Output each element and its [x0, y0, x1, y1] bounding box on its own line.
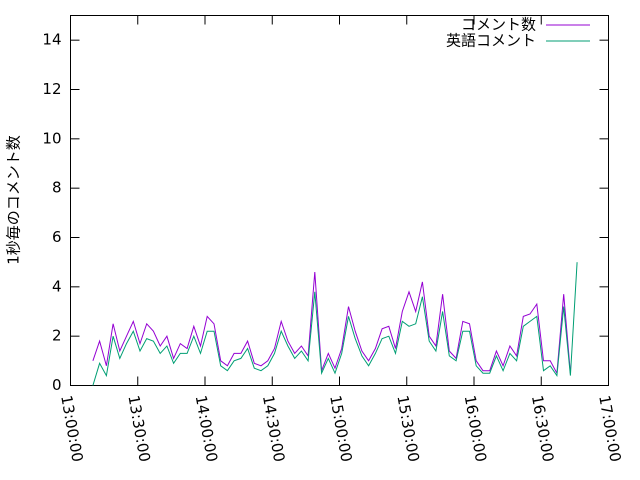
x-tick-label: 15:30:00	[393, 394, 422, 463]
y-tick-label: 0	[52, 376, 62, 394]
series-line	[92, 262, 578, 386]
y-axis-label: 1秒毎のコメント数	[5, 135, 23, 265]
x-tick-label: 17:00:00	[595, 394, 624, 463]
y-tick-label: 14	[42, 31, 61, 49]
legend-label: 英語コメント	[446, 32, 536, 50]
x-tick-label: 14:30:00	[259, 394, 288, 463]
x-tick-label: 13:30:00	[124, 394, 153, 463]
y-tick-label: 10	[42, 129, 61, 147]
x-tick-label: 16:30:00	[528, 394, 557, 463]
y-tick-label: 4	[52, 277, 62, 295]
series-line	[92, 271, 571, 375]
y-tick-label: 8	[52, 179, 62, 197]
plot-frame	[70, 15, 609, 386]
x-tick-label: 16:00:00	[461, 394, 490, 463]
y-tick-label: 12	[42, 80, 61, 98]
y-tick-label: 6	[52, 228, 62, 246]
x-tick-label: 13:00:00	[57, 394, 86, 463]
legend-label: コメント数	[461, 16, 536, 34]
y-tick-label: 2	[52, 327, 62, 345]
x-tick-label: 15:00:00	[326, 394, 355, 463]
x-tick-label: 14:00:00	[192, 394, 221, 463]
